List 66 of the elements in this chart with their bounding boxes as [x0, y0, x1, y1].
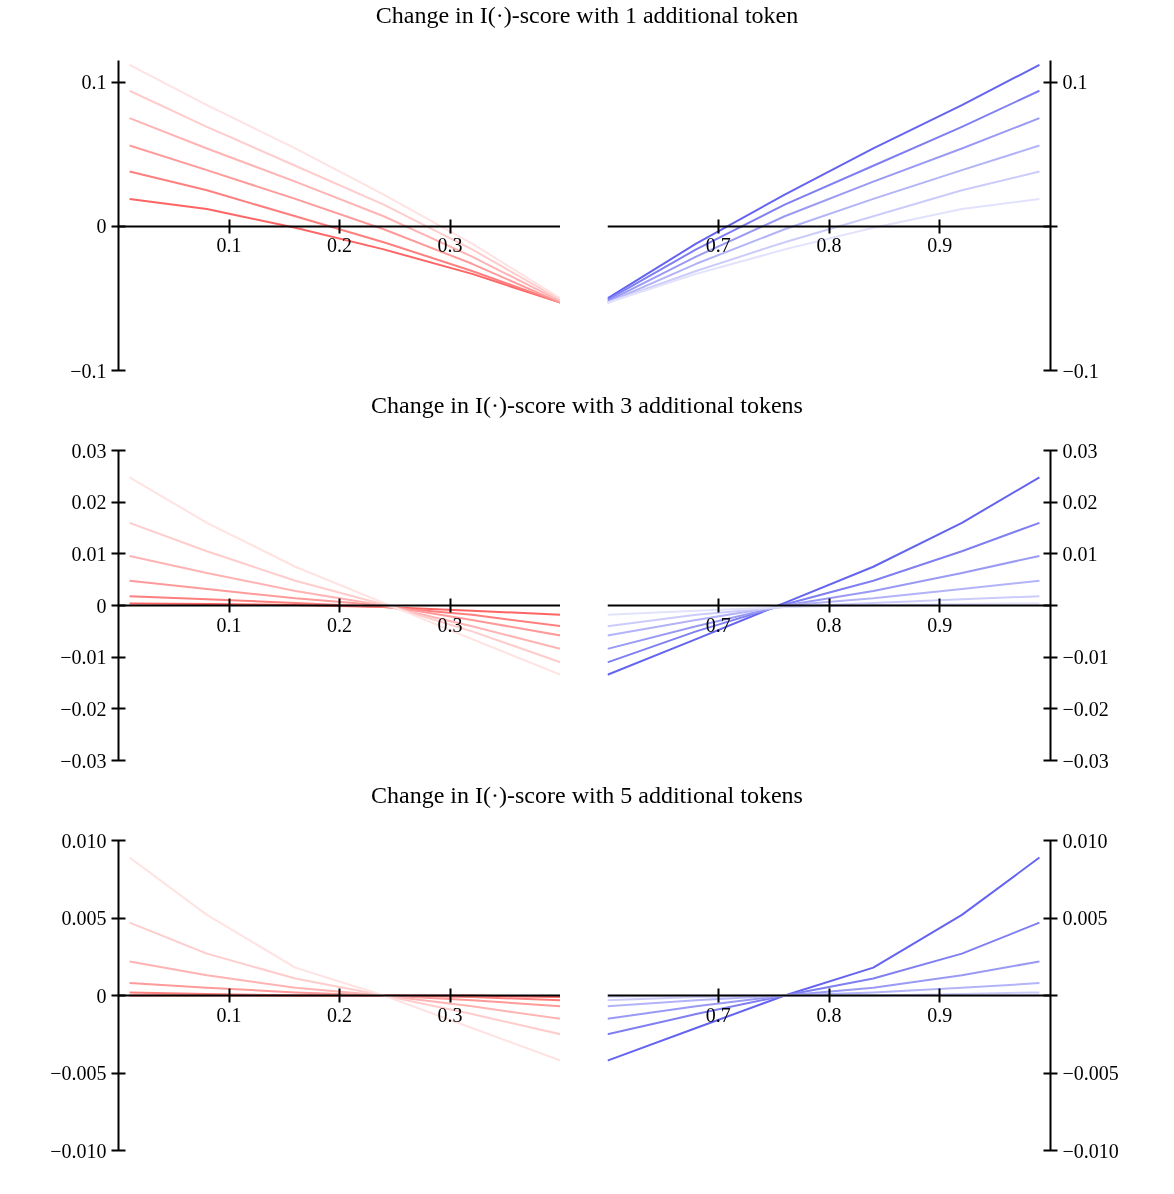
x-tick-label: 0.3 — [437, 1003, 463, 1026]
y-tick-label: 0.010 — [61, 829, 107, 852]
y-tick-label: 0 — [96, 594, 107, 617]
x-tick-label: 0.8 — [816, 234, 842, 257]
y2-tick-label: −0.01 — [1062, 646, 1109, 669]
x-tick-label: 0.7 — [705, 234, 731, 257]
x-tick-label: 0.2 — [327, 613, 352, 636]
y2-tick-label: −0.010 — [1062, 1139, 1119, 1162]
x-tick-label: 0.3 — [437, 234, 463, 257]
x-tick-label: 0.2 — [327, 1003, 352, 1026]
y2-tick-label: −0.005 — [1062, 1062, 1119, 1084]
x-tick-label: 0.9 — [927, 234, 953, 257]
x-tick-label: 0.8 — [816, 613, 842, 636]
line-series — [607, 579, 1041, 637]
y-tick-label: 0.03 — [71, 439, 107, 462]
y-tick-label: −0.005 — [50, 1062, 107, 1084]
y2-tick-label: −0.1 — [1062, 359, 1099, 382]
y2-tick-label: −0.03 — [1062, 749, 1109, 772]
line-series — [607, 856, 1041, 1062]
line-series — [607, 521, 1041, 664]
line-series — [607, 602, 1041, 616]
y2-tick-label: 0.02 — [1062, 491, 1098, 514]
y-tick-label: −0.010 — [50, 1139, 107, 1162]
y-tick-label: 0 — [96, 215, 107, 238]
line-series — [607, 960, 1041, 1020]
y2-tick-label: 0.01 — [1062, 542, 1098, 565]
x-tick-label: 0.1 — [216, 1003, 242, 1026]
y2-tick-label: 0.03 — [1062, 439, 1098, 462]
x-tick-label: 0.9 — [927, 1003, 953, 1026]
y-tick-label: −0.03 — [60, 749, 107, 772]
line-series — [607, 476, 1041, 676]
line-series — [607, 197, 1041, 304]
x-tick-label: 0.9 — [927, 613, 953, 636]
x-tick-label: 0.1 — [216, 234, 242, 257]
y-tick-label: 0 — [96, 984, 107, 1007]
y2-tick-label: 0.1 — [1062, 71, 1088, 94]
line-series — [128, 982, 560, 1008]
line-series — [128, 521, 560, 664]
line-series — [128, 856, 560, 1062]
x-tick-label: 0.8 — [816, 1003, 842, 1026]
y-tick-label: −0.01 — [60, 646, 107, 669]
line-series — [128, 170, 560, 304]
y-tick-label: 0.1 — [81, 71, 107, 94]
x-tick-label: 0.7 — [705, 1003, 731, 1026]
line-series — [128, 921, 560, 1036]
y-tick-label: 0.005 — [61, 907, 107, 929]
line-series — [128, 554, 560, 650]
line-series — [128, 476, 560, 676]
chart-title: Change in I(·)-score with 3 additional tokens — [371, 391, 803, 420]
y2-tick-label: 0.010 — [1062, 829, 1108, 852]
y-tick-label: −0.02 — [60, 697, 107, 720]
line-series — [607, 554, 1041, 650]
y-tick-label: −0.1 — [70, 359, 107, 382]
y2-tick-label: 0.005 — [1062, 907, 1108, 929]
x-tick-label: 0.1 — [216, 613, 242, 636]
line-series — [128, 579, 560, 637]
line-series — [128, 960, 560, 1020]
y-tick-label: 0.01 — [71, 542, 107, 565]
chart-title: Change in I(·)-score with 5 additional tokens — [371, 781, 803, 810]
chart-title: Change in I(·)-score with 1 additional token — [375, 1, 799, 30]
y2-tick-label: −0.02 — [1062, 697, 1109, 720]
y-tick-label: 0.02 — [71, 491, 107, 514]
x-tick-label: 0.2 — [327, 234, 352, 257]
line-series — [607, 921, 1041, 1036]
x-tick-label: 0.7 — [705, 613, 731, 636]
x-tick-label: 0.3 — [437, 613, 463, 636]
